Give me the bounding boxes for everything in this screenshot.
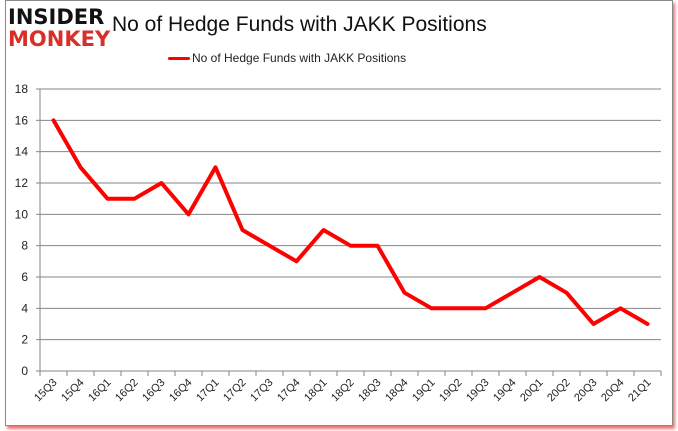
x-tick-label: 19Q1 bbox=[410, 377, 438, 405]
x-tick-label: 16Q4 bbox=[167, 377, 195, 405]
x-tick-label: 17Q3 bbox=[248, 377, 276, 405]
y-tick-label: 0 bbox=[21, 364, 28, 378]
x-tick-label: 19Q3 bbox=[464, 377, 492, 405]
y-tick-label: 10 bbox=[15, 207, 29, 221]
x-tick-label: 21Q1 bbox=[626, 377, 654, 405]
logo-line-2: MONKEY bbox=[8, 27, 111, 51]
x-tick-label: 16Q3 bbox=[140, 377, 168, 405]
chart-legend: No of Hedge Funds with JAKK Positions bbox=[168, 51, 406, 65]
x-tick-label: 15Q3 bbox=[32, 377, 60, 405]
x-tick-label: 20Q2 bbox=[545, 377, 573, 405]
chart-title: No of Hedge Funds with JAKK Positions bbox=[112, 13, 487, 36]
x-tick-label: 18Q2 bbox=[329, 377, 357, 405]
y-tick-label: 18 bbox=[15, 82, 29, 96]
x-tick-label: 20Q3 bbox=[572, 377, 600, 405]
x-tick-label: 18Q4 bbox=[383, 377, 411, 405]
x-tick-label: 19Q2 bbox=[437, 377, 465, 405]
logo-line-1: INSIDER bbox=[8, 5, 105, 29]
x-tick-label: 19Q4 bbox=[491, 377, 519, 405]
series-line bbox=[51, 118, 650, 326]
y-tick-label: 16 bbox=[15, 113, 29, 127]
x-tick-label: 17Q2 bbox=[221, 377, 249, 405]
chart-frame bbox=[5, 0, 673, 426]
y-tick-label: 12 bbox=[15, 176, 29, 190]
x-tick-label: 18Q3 bbox=[356, 377, 384, 405]
y-tick-label: 8 bbox=[21, 239, 28, 253]
insider-monkey-logo: INSIDER MONKEY bbox=[8, 7, 110, 50]
x-tick-label: 17Q4 bbox=[275, 377, 303, 405]
x-tick-label: 20Q4 bbox=[599, 377, 627, 405]
x-tick-label: 15Q4 bbox=[59, 377, 87, 405]
x-tick-label: 18Q1 bbox=[302, 377, 330, 405]
y-tick-label: 14 bbox=[15, 145, 29, 159]
y-tick-label: 2 bbox=[21, 333, 28, 347]
x-tick-label: 17Q1 bbox=[194, 377, 222, 405]
x-tick-label: 16Q1 bbox=[86, 377, 114, 405]
y-tick-label: 4 bbox=[21, 301, 28, 315]
legend-line-swatch bbox=[168, 56, 190, 60]
x-tick-label: 20Q1 bbox=[518, 377, 546, 405]
y-tick-label: 6 bbox=[21, 270, 28, 284]
x-tick-label: 16Q2 bbox=[113, 377, 141, 405]
legend-label: No of Hedge Funds with JAKK Positions bbox=[192, 51, 407, 65]
